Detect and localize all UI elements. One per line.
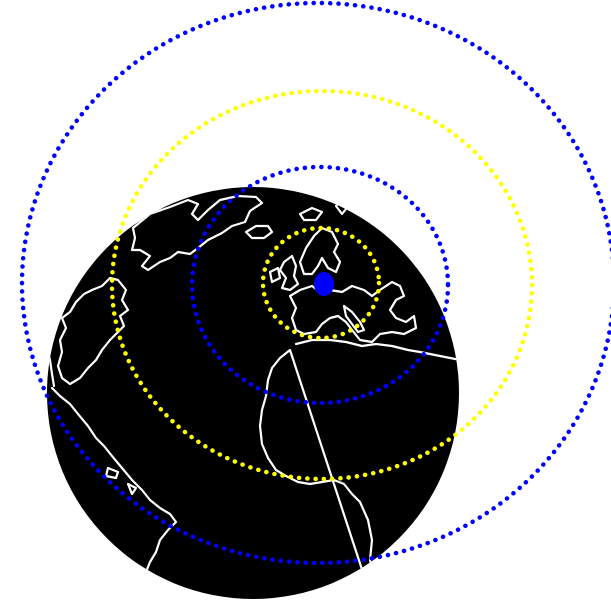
italy-coast [342,304,366,334]
ring-2 [189,164,451,406]
iceland-coast [244,224,274,240]
svalbard-coast [298,206,324,222]
ring-3 [109,88,535,482]
ring-4 [19,0,611,566]
africa-coast [258,338,459,599]
ireland-coast [268,266,282,284]
north-america-coast [56,276,130,386]
distance-rings [19,0,611,566]
great-britain-coast [278,254,300,292]
coastlines [47,194,459,599]
europe-coast [288,280,418,344]
greenland-coast [130,194,264,272]
globe [47,187,459,599]
central-america-coast [50,386,178,599]
south-america-west-coast [47,328,56,388]
ring-1 [260,225,382,341]
center-point [314,272,334,296]
scandinavia-coast [298,226,342,276]
caribbean-islands [104,466,138,496]
